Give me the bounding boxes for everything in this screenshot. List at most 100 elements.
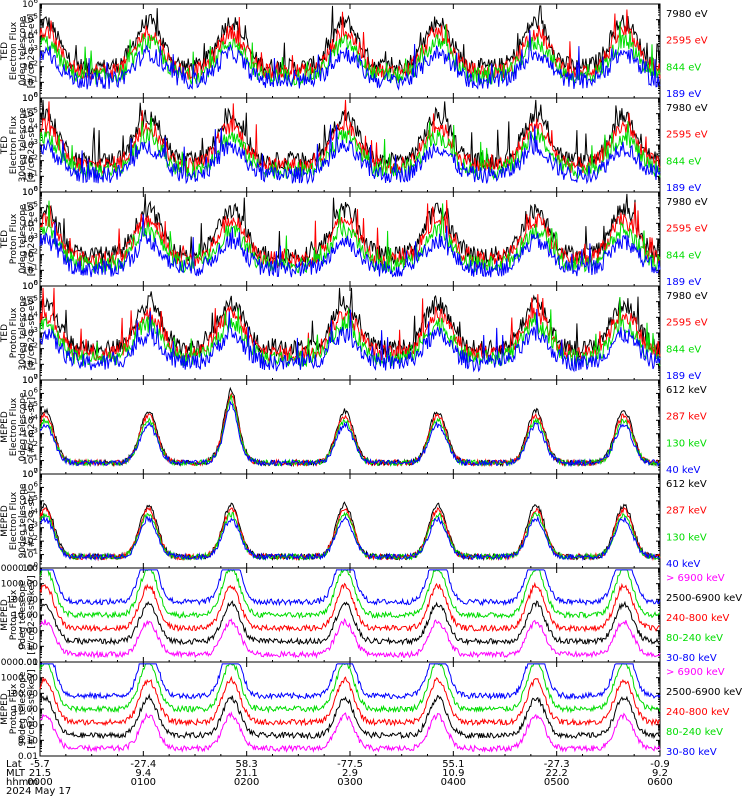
- y-axis-label-line: MEPED: [0, 411, 10, 443]
- y-axis-label-line: Proton Flux: [9, 213, 19, 264]
- legend-entry: 130 keV: [666, 438, 707, 449]
- series-trace-3: [39, 581, 661, 633]
- series-trace-4: [39, 124, 661, 185]
- x-tick-lat: -0.9: [650, 759, 670, 770]
- panel-frame: [39, 97, 661, 193]
- y-tick-label: 1000.00: [1, 580, 38, 590]
- row-label-mlt: MLT: [6, 768, 25, 779]
- series-trace-3: [39, 394, 661, 467]
- legend-entry: 844 eV: [666, 344, 701, 355]
- series-trace-3: [39, 200, 661, 274]
- y-axis-label-line: 0deg telescope: [18, 392, 28, 462]
- x-tick-lat: -27.3: [543, 759, 570, 770]
- y-axis-label-line: MEPED: [0, 599, 10, 631]
- x-axis-annotations: Lat MLT hhmm 2024 May 17 -5.7 21.5 0000 -27…: [0, 758, 750, 800]
- series-trace-4: [39, 515, 661, 561]
- x-tick-mlt: 21.5: [28, 768, 52, 779]
- y-axis-label-line: [#/cm2-s-str-eV]: [27, 14, 37, 89]
- x-tick-mlt: 22.2: [545, 768, 568, 779]
- legend-entry: 30-80 keV: [666, 653, 717, 664]
- x-tick-mlt: 9.4: [135, 768, 152, 779]
- y-axis-label-line: Proton Flux: [9, 589, 19, 640]
- y-tick-label: 10.00: [12, 611, 38, 621]
- series-trace-1: [39, 711, 661, 753]
- x-tick-lat: -27.4: [130, 759, 157, 770]
- y-tick-label: 0.10: [18, 736, 38, 746]
- series-trace-4: [39, 30, 661, 91]
- y-axis-label-line: 90deg telescope: [18, 483, 28, 558]
- x-tick-hhmm: 0300: [337, 777, 363, 788]
- x-tick-hhmm: 0600: [647, 777, 673, 788]
- series-trace-3: [39, 675, 661, 727]
- y-tick-label: 100.00: [7, 689, 39, 699]
- row-label-hhmm: hhmm: [6, 777, 39, 788]
- legend-entry: 287 keV: [666, 412, 707, 423]
- series-trace-4: [39, 663, 661, 714]
- series-trace-5: [40, 663, 661, 701]
- x-tick-lat: -5.7: [30, 759, 50, 770]
- legend-entry: 7980 eV: [666, 103, 708, 114]
- series-trace-1: [39, 386, 661, 468]
- y-axis-label-line: 30deg telescope: [18, 107, 28, 182]
- x-tick-lat: -77.5: [337, 759, 363, 770]
- legend-entry: 189 eV: [666, 183, 701, 194]
- y-tick-label: 107: [22, 373, 38, 386]
- series-trace-3: [39, 511, 661, 562]
- series-trace-4: [39, 568, 661, 620]
- legend-entry: 240-800 keV: [666, 707, 730, 718]
- panel-7: 0.01 0.10 1.00 10.00 100.00 1000.00 10000.00 ME…: [0, 564, 742, 668]
- y-tick-label: 1.00: [18, 627, 38, 637]
- legend-entry: 2500-6900 keV: [666, 593, 742, 604]
- y-tick-label: 100.00: [7, 595, 39, 605]
- x-tick-lat: 55.1: [442, 759, 465, 770]
- y-axis-label-line: 0deg telescope: [18, 580, 28, 650]
- y-axis-label-line: Electron Flux: [9, 397, 19, 456]
- x-tick-hhmm: 0100: [130, 777, 157, 788]
- series-trace-4: [39, 308, 661, 373]
- y-tick-label: 106: [22, 279, 38, 292]
- y-tick-label: 10.00: [12, 705, 38, 715]
- panel-8: 0.01 0.10 1.00 10.00 100.00 1000.00 10000.00 ME…: [0, 658, 742, 762]
- legend-entry: 612 keV: [666, 479, 707, 490]
- legend-entry: 40 keV: [666, 559, 700, 570]
- legend-entry: 7980 eV: [666, 9, 708, 20]
- series-trace-1: [39, 193, 661, 265]
- y-tick-label: 0.01: [18, 658, 38, 668]
- legend-entry: 612 keV: [666, 385, 707, 396]
- legend-entry: 130 keV: [666, 532, 707, 543]
- y-axis-label-line: [#/cm2-s-str-eV]: [27, 296, 37, 371]
- series-trace-5: [40, 569, 661, 607]
- y-axis-label-line: 30deg telescope: [18, 295, 28, 370]
- y-tick-label: 107: [22, 467, 38, 480]
- series-trace-2: [39, 506, 661, 562]
- y-axis-label-line: [#/cm2-s-str-keV]: [27, 575, 37, 654]
- y-tick-label: 10000.00: [0, 564, 38, 574]
- y-axis-label-line: MEPED: [0, 693, 10, 725]
- y-tick-label: 0.01: [18, 752, 38, 762]
- date-label: 2024 May 17: [6, 786, 72, 797]
- y-tick-label: 10000.00: [0, 658, 38, 668]
- panel-frame: [39, 379, 661, 475]
- y-tick-label: 106: [22, 185, 38, 198]
- y-tick-label: 106: [22, 91, 38, 104]
- y-tick-label: 1000.00: [1, 674, 38, 684]
- y-axis-label-line: 0deg telescope: [18, 16, 28, 86]
- y-axis-label-line: TED: [0, 324, 10, 343]
- legend-entry: 240-800 keV: [666, 613, 730, 624]
- legend-entry: 80-240 keV: [666, 727, 723, 738]
- y-axis-label-line: 90deg telescope: [18, 671, 28, 746]
- y-tick-label: 1.00: [18, 721, 38, 731]
- y-axis-label-line: TED: [0, 42, 10, 61]
- legend-entry: 7980 eV: [666, 197, 708, 208]
- legend-entry: > 6900 keV: [666, 573, 725, 584]
- legend-entry: 2595 eV: [666, 36, 708, 47]
- legend-entry: 189 eV: [666, 89, 701, 100]
- legend-entry: 844 eV: [666, 62, 701, 73]
- y-tick-label: 0.10: [18, 642, 38, 652]
